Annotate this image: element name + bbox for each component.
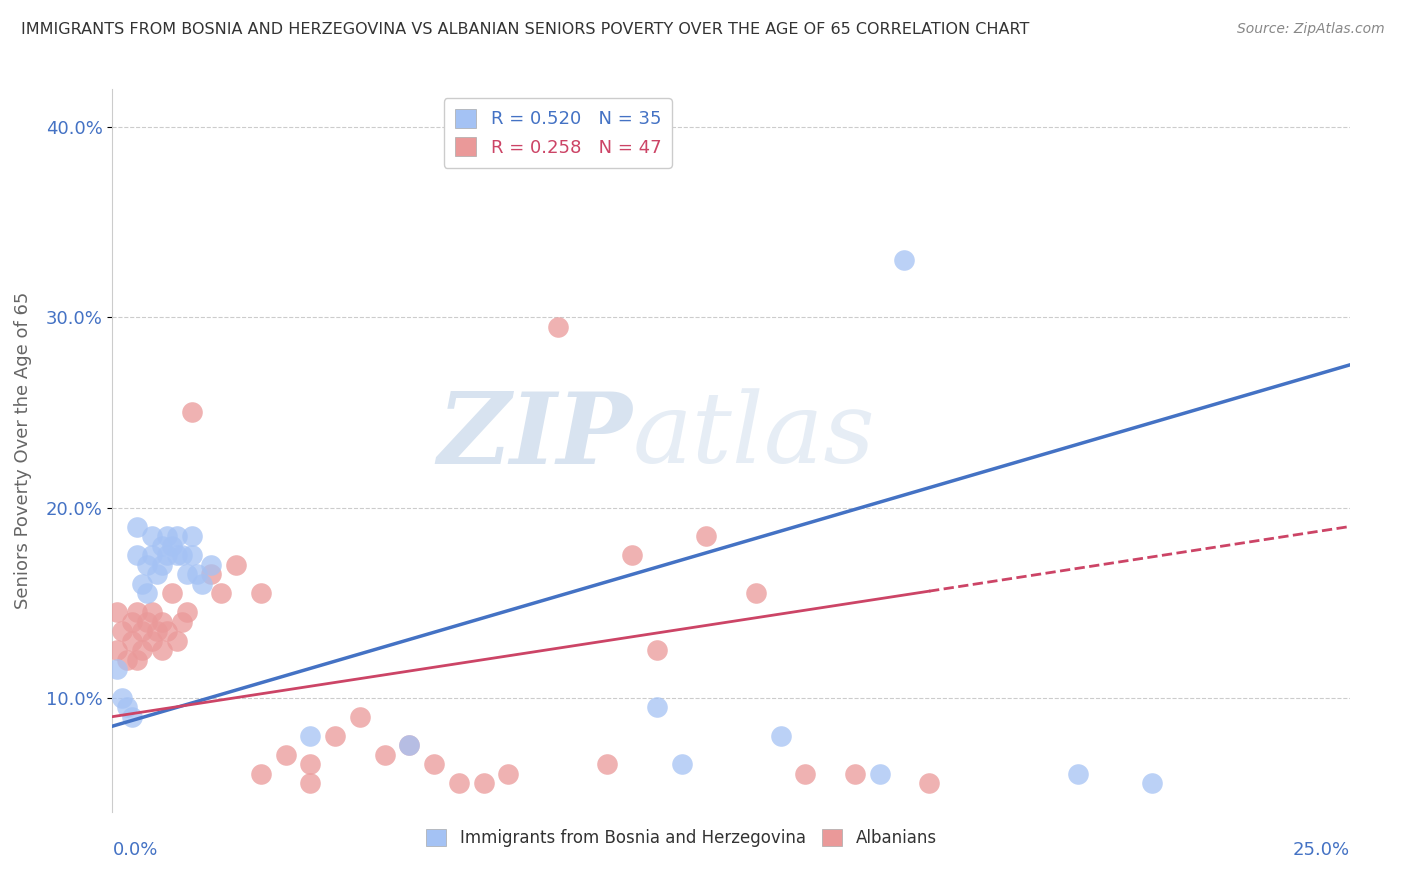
Point	[150, 558, 173, 572]
Point	[645, 643, 668, 657]
Point	[190, 576, 212, 591]
Point	[745, 586, 768, 600]
Point	[447, 776, 470, 790]
Point	[150, 615, 173, 629]
Point	[166, 529, 188, 543]
Point	[121, 633, 143, 648]
Point	[131, 624, 153, 639]
Point	[180, 548, 202, 562]
Point	[111, 624, 134, 639]
Text: atlas: atlas	[633, 388, 875, 483]
Point	[121, 615, 143, 629]
Point	[498, 766, 520, 780]
Point	[274, 747, 297, 762]
Point	[156, 529, 179, 543]
Point	[111, 690, 134, 705]
Text: Source: ZipAtlas.com: Source: ZipAtlas.com	[1237, 22, 1385, 37]
Point	[547, 319, 569, 334]
Point	[146, 567, 169, 582]
Point	[150, 539, 173, 553]
Point	[869, 766, 891, 780]
Text: IMMIGRANTS FROM BOSNIA AND HERZEGOVINA VS ALBANIAN SENIORS POVERTY OVER THE AGE : IMMIGRANTS FROM BOSNIA AND HERZEGOVINA V…	[21, 22, 1029, 37]
Point	[127, 548, 149, 562]
Text: 25.0%: 25.0%	[1292, 840, 1350, 859]
Point	[1066, 766, 1088, 780]
Text: ZIP: ZIP	[437, 388, 633, 484]
Point	[645, 700, 668, 714]
Point	[141, 548, 163, 562]
Point	[180, 529, 202, 543]
Point	[141, 605, 163, 619]
Point	[150, 643, 173, 657]
Point	[671, 757, 693, 772]
Point	[398, 738, 420, 752]
Point	[166, 633, 188, 648]
Point	[299, 757, 322, 772]
Point	[117, 700, 139, 714]
Point	[141, 529, 163, 543]
Point	[121, 709, 143, 723]
Point	[180, 405, 202, 419]
Legend: Immigrants from Bosnia and Herzegovina, Albanians: Immigrants from Bosnia and Herzegovina, …	[420, 822, 943, 854]
Point	[131, 643, 153, 657]
Point	[131, 576, 153, 591]
Point	[186, 567, 208, 582]
Point	[423, 757, 446, 772]
Point	[398, 738, 420, 752]
Point	[225, 558, 247, 572]
Point	[1140, 776, 1163, 790]
Point	[156, 548, 179, 562]
Point	[323, 729, 346, 743]
Point	[374, 747, 396, 762]
Point	[166, 548, 188, 562]
Point	[200, 567, 222, 582]
Point	[136, 558, 159, 572]
Point	[107, 643, 129, 657]
Point	[127, 519, 149, 533]
Text: 0.0%: 0.0%	[112, 840, 157, 859]
Point	[596, 757, 619, 772]
Point	[176, 605, 198, 619]
Y-axis label: Seniors Poverty Over the Age of 65: Seniors Poverty Over the Age of 65	[14, 292, 32, 609]
Point	[141, 633, 163, 648]
Point	[127, 652, 149, 666]
Point	[209, 586, 232, 600]
Point	[170, 615, 193, 629]
Point	[136, 615, 159, 629]
Point	[472, 776, 495, 790]
Point	[160, 586, 183, 600]
Point	[107, 662, 129, 676]
Point	[127, 605, 149, 619]
Point	[844, 766, 866, 780]
Point	[893, 253, 915, 268]
Point	[160, 539, 183, 553]
Point	[769, 729, 792, 743]
Point	[250, 586, 273, 600]
Point	[695, 529, 717, 543]
Point	[156, 624, 179, 639]
Point	[918, 776, 941, 790]
Point	[136, 586, 159, 600]
Point	[299, 729, 322, 743]
Point	[176, 567, 198, 582]
Point	[117, 652, 139, 666]
Point	[200, 558, 222, 572]
Point	[250, 766, 273, 780]
Point	[107, 605, 129, 619]
Point	[349, 709, 371, 723]
Point	[299, 776, 322, 790]
Point	[170, 548, 193, 562]
Point	[794, 766, 817, 780]
Point	[621, 548, 644, 562]
Point	[146, 624, 169, 639]
